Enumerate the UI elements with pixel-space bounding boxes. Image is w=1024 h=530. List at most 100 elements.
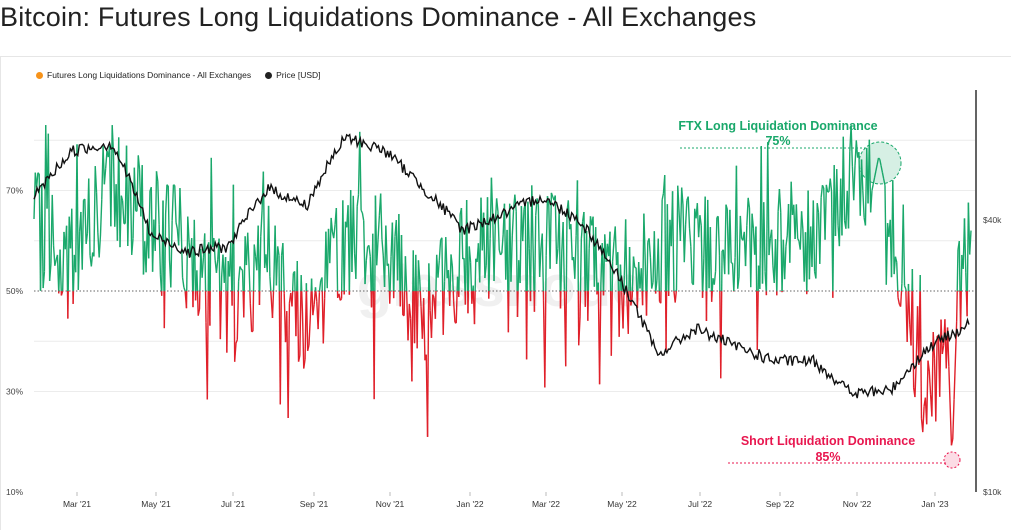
dominance-line-segment (442, 238, 443, 291)
dominance-line-segment (955, 321, 956, 360)
x-tick-label: Jan '22 (456, 499, 483, 509)
dominance-line-segment (263, 172, 264, 268)
dominance-line-segment (474, 291, 475, 324)
dominance-line-segment (378, 216, 379, 240)
ftx-annotation-value: 75% (765, 134, 790, 148)
x-tick-label: May '21 (141, 499, 171, 509)
dominance-line-segment (461, 208, 462, 259)
dominance-line-segment (123, 201, 124, 224)
dominance-line-segment (89, 178, 90, 255)
dominance-line-segment (452, 266, 453, 291)
dominance-line-segment (173, 185, 174, 186)
dominance-line-segment (820, 198, 821, 264)
dominance-line-segment (381, 193, 382, 239)
dominance-line-segment (248, 233, 249, 266)
y-tick-label: 10% (6, 487, 23, 497)
dominance-line-segment (693, 209, 694, 285)
dominance-line-segment (927, 361, 928, 425)
dominance-line-segment (382, 239, 383, 255)
dominance-line-segment (142, 165, 143, 274)
dominance-line-segment (587, 231, 588, 291)
dominance-line-segment (588, 249, 589, 291)
dominance-line-segment (718, 216, 719, 255)
dominance-line-segment (863, 191, 864, 218)
dominance-line-segment (413, 250, 414, 291)
dominance-line-segment (619, 291, 620, 337)
dominance-line-segment (905, 286, 906, 289)
dominance-line-segment (353, 196, 354, 253)
dominance-line-segment (756, 227, 757, 291)
dominance-line-segment (316, 291, 317, 301)
dominance-line-segment (412, 291, 413, 381)
dominance-line-segment (334, 225, 335, 238)
dominance-line-segment (957, 250, 958, 291)
dominance-line-segment (730, 210, 731, 263)
dominance-line-segment (310, 291, 311, 318)
dominance-line-segment (739, 216, 740, 277)
dominance-line-segment (523, 209, 524, 241)
dominance-line-segment (661, 200, 662, 291)
dominance-line-segment (180, 188, 181, 230)
dominance-line-segment (843, 137, 844, 221)
dominance-line-segment (821, 185, 822, 197)
dominance-line-segment (566, 291, 567, 366)
dominance-line-segment (261, 211, 262, 237)
dominance-line-segment (134, 168, 135, 211)
dominance-line-segment (207, 291, 208, 400)
dominance-line-segment (183, 278, 184, 288)
x-tick-label: Jul '22 (688, 499, 713, 509)
dominance-line-segment (712, 291, 713, 302)
dominance-line-segment (296, 291, 297, 336)
dominance-line-segment (167, 185, 168, 186)
dominance-line-segment (516, 211, 517, 291)
dominance-line-segment (725, 205, 726, 274)
dominance-line-segment (669, 220, 670, 291)
dominance-line-segment (205, 233, 206, 291)
dominance-line-segment (644, 214, 645, 260)
dominance-line-segment (854, 165, 855, 200)
dominance-line-segment (435, 291, 436, 319)
dominance-line-segment (813, 200, 814, 271)
dominance-line-segment (243, 270, 244, 291)
dominance-line-segment (913, 291, 914, 388)
dominance-line-segment (37, 173, 38, 188)
dominance-line-segment (886, 223, 887, 285)
dominance-line-segment (171, 221, 172, 288)
dominance-line-segment (533, 251, 534, 291)
dominance-line-segment (415, 291, 416, 343)
dominance-line-segment (130, 180, 131, 255)
dominance-line-segment (323, 298, 324, 343)
dominance-line-segment (768, 142, 769, 255)
dominance-line-segment (318, 292, 319, 329)
dominance-line-segment (339, 294, 340, 301)
dominance-line-segment (417, 291, 418, 348)
dominance-line-segment (673, 191, 674, 290)
dominance-line-segment (502, 234, 503, 253)
dominance-line-segment (276, 246, 277, 285)
dominance-line-segment (280, 291, 281, 404)
y-tick-label-right: $10k (983, 487, 1002, 497)
dominance-line-segment (527, 291, 528, 359)
dominance-line-segment (270, 276, 271, 291)
dominance-line-segment (260, 237, 261, 291)
dominance-line-segment (197, 270, 198, 291)
dominance-line-segment (566, 211, 567, 291)
dominance-line-segment (253, 291, 254, 331)
dominance-line-segment (302, 312, 303, 369)
dominance-line-segment (197, 291, 198, 316)
x-tick-label: Sep '21 (300, 499, 329, 509)
dominance-line-segment (512, 209, 513, 236)
dominance-line-segment (721, 291, 722, 378)
dominance-line-segment (416, 255, 417, 291)
short-annotation-value: 85% (815, 450, 840, 464)
dominance-line-segment (227, 291, 228, 353)
dominance-line-segment (67, 226, 68, 291)
dominance-line-segment (802, 211, 803, 229)
dominance-line-segment (176, 223, 177, 229)
dominance-line-segment (471, 262, 472, 291)
dominance-line-segment (91, 252, 92, 266)
dominance-line-segment (636, 268, 637, 291)
dominance-line-segment (645, 260, 646, 291)
dominance-line-segment (703, 259, 704, 291)
